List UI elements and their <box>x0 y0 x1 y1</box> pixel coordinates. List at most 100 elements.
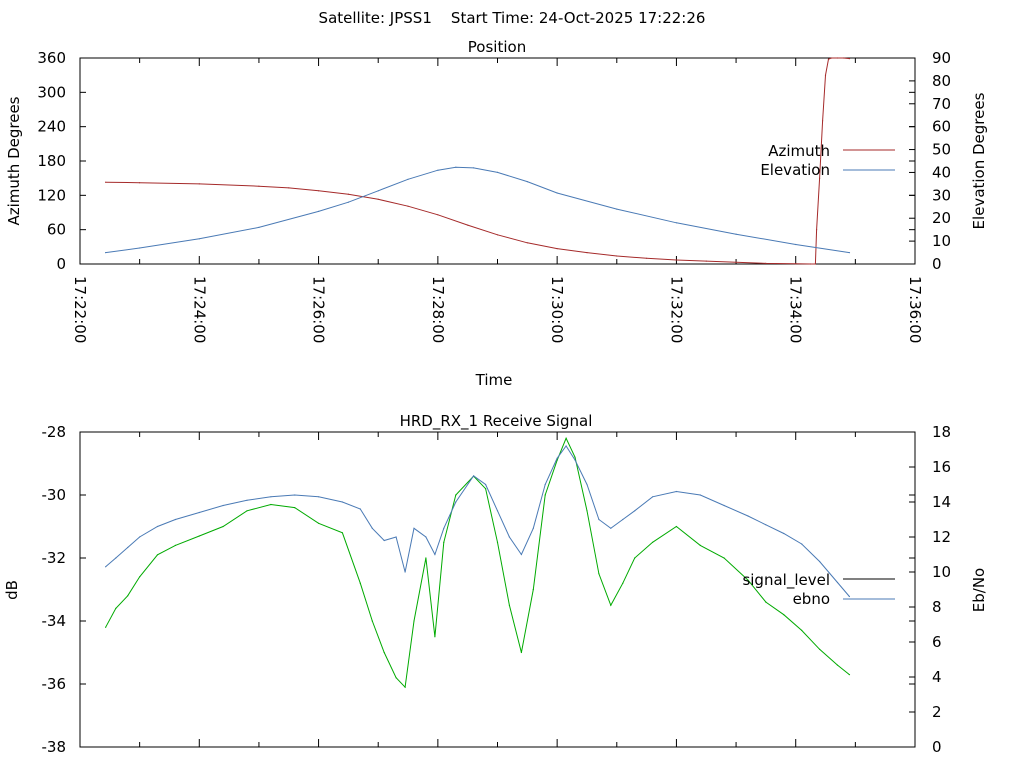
series-point-signal_level <box>383 651 385 654</box>
series-point-Elevation <box>407 178 409 180</box>
series-point-Elevation <box>616 208 618 210</box>
series-point-Azimuth <box>105 181 107 183</box>
series-point-ebno <box>156 525 159 528</box>
series-point-Azimuth <box>765 262 767 264</box>
legend-ebno-label: ebno <box>793 590 830 608</box>
series-point-ebno <box>222 504 224 507</box>
series-point-Azimuth <box>377 198 379 200</box>
series-point-signal_level <box>544 494 546 496</box>
legend-azimuth-label: Azimuth <box>768 142 830 160</box>
series-point-ebno <box>455 501 457 503</box>
series-point-ebno <box>532 527 534 529</box>
series-point-signal_level <box>508 604 510 606</box>
series-point-signal_level <box>723 557 725 559</box>
series-point-signal_level <box>198 535 200 537</box>
series-point-ebno <box>105 566 107 568</box>
y-tick-label: -32 <box>42 549 67 567</box>
series-point-Azimuth <box>842 57 845 59</box>
series-point-signal_level <box>156 554 159 556</box>
series-point-ebno <box>747 515 749 517</box>
series-point-ebno <box>395 536 397 538</box>
y2-tick-label: 0 <box>932 738 942 756</box>
series-point-Azimuth <box>318 190 320 192</box>
series-point-ebno <box>115 557 117 559</box>
position-y-axis: 0 60 120 180 240 300 360 <box>37 49 915 273</box>
series-point-Azimuth <box>258 185 260 187</box>
series-point-ebno <box>198 511 200 514</box>
series-point-signal_level <box>455 494 457 496</box>
series-point-signal_level <box>622 582 624 584</box>
y2-tick-label: 6 <box>932 633 942 651</box>
series-point-ebno <box>622 518 624 521</box>
series-line-ebno <box>105 445 850 597</box>
series-point-signal_level <box>115 607 117 610</box>
series-point-signal_level <box>586 510 588 512</box>
y2-tick-label: 4 <box>932 668 942 686</box>
series-point-Elevation <box>347 201 349 203</box>
series-point-signal_level <box>652 541 654 543</box>
series-point-Azimuth <box>810 263 812 265</box>
series-point-Elevation <box>455 166 457 168</box>
series-line-signal_level <box>105 437 850 689</box>
x-tick-label: 17:26:00 <box>310 276 328 343</box>
receive-signal-panel: HRD_RX_1 Receive Signal -28-30-32-34-36-… <box>3 412 988 756</box>
series-point-Elevation <box>377 190 379 192</box>
series-point-ebno <box>819 560 821 563</box>
y-tick-label: 120 <box>37 186 66 204</box>
series-point-Elevation <box>139 247 141 249</box>
y2-tick-label: 18 <box>932 423 951 441</box>
series-point-signal_level <box>139 576 141 578</box>
y-tick-label: -36 <box>42 675 67 693</box>
signal-y-axis: -28 -30 -32 -34 -36 -38 <box>42 423 915 756</box>
series-point-ebno <box>836 581 839 584</box>
x-tick-label: 17:34:00 <box>787 276 805 343</box>
series-point-signal_level <box>127 595 129 597</box>
series-point-Azimuth <box>705 260 707 262</box>
series-point-Azimuth <box>437 214 439 216</box>
series-point-Azimuth <box>526 242 528 244</box>
series-point-signal_level <box>395 677 397 679</box>
series-point-Azimuth <box>819 177 821 179</box>
series-point-Elevation <box>437 169 439 171</box>
series-point-signal_level <box>836 664 839 666</box>
y2-tick-label: 90 <box>932 49 951 67</box>
y2-tick-label: 16 <box>932 458 951 476</box>
series-point-Elevation <box>105 252 107 254</box>
series-point-signal_level <box>675 525 678 528</box>
legend-signal-level-label: signal_level <box>742 571 830 590</box>
series-point-signal_level <box>404 686 406 688</box>
position-legend: Azimuth Elevation <box>760 142 895 179</box>
series-point-signal_level <box>765 601 767 603</box>
series-point-ebno <box>246 499 248 501</box>
series-point-ebno <box>496 510 499 512</box>
series-point-Azimuth <box>675 259 678 261</box>
series-point-signal_level <box>434 636 436 638</box>
series-point-ebno <box>699 494 701 496</box>
series-point-ebno <box>485 483 487 486</box>
series-point-signal_level <box>318 522 320 524</box>
y-tick-label: -28 <box>42 423 67 441</box>
series-line-Elevation <box>105 166 850 254</box>
series-point-Azimuth <box>827 58 830 60</box>
y2-tick-label: 0 <box>932 255 942 273</box>
series-point-ebno <box>610 527 612 529</box>
y-tick-label: 60 <box>47 221 66 239</box>
y-tick-label: 180 <box>37 152 66 170</box>
series-point-Azimuth <box>496 234 499 236</box>
y-tick-label: 360 <box>37 49 66 67</box>
signal-ylabel: dB <box>3 580 21 600</box>
series-point-signal_level <box>747 579 749 581</box>
series-point-Elevation <box>795 243 797 246</box>
series-point-signal_level <box>294 507 296 509</box>
position-panel: Position 0 60 120 180 240 300 360 0 10 20 30 40 50 6… <box>5 38 988 389</box>
position-x-axis: 17:22:00 17:24:00 17:26:00 17:28:00 17:30:00… <box>71 58 924 343</box>
y-tick-label: -34 <box>42 612 67 630</box>
series-point-signal_level <box>105 626 107 628</box>
series-line-Azimuth <box>105 57 850 265</box>
series-point-Azimuth <box>830 57 833 59</box>
series-point-ebno <box>443 527 445 529</box>
series-point-ebno <box>174 518 176 521</box>
series-point-signal_level <box>610 604 612 606</box>
y2-tick-label: 60 <box>932 118 951 136</box>
signal-x-axis <box>79 432 916 747</box>
